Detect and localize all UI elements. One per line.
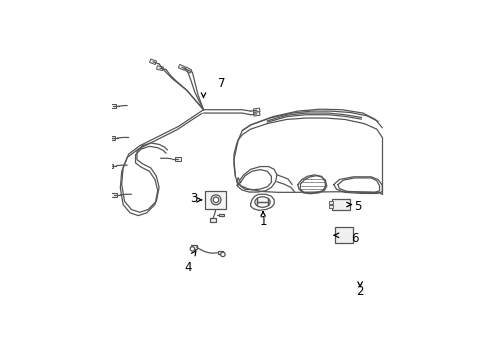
Text: 6: 6 — [350, 232, 358, 245]
Circle shape — [213, 197, 218, 203]
Bar — [209, 218, 215, 221]
Bar — [328, 204, 332, 208]
Text: 2: 2 — [356, 285, 363, 298]
Bar — [205, 191, 226, 209]
Bar — [156, 66, 163, 71]
Bar — [110, 104, 116, 108]
Bar — [191, 245, 196, 249]
Bar — [334, 227, 352, 243]
Bar — [107, 164, 113, 167]
Circle shape — [210, 195, 221, 205]
Bar — [328, 201, 332, 204]
Bar — [174, 157, 181, 161]
Bar — [253, 108, 260, 112]
Ellipse shape — [254, 197, 269, 207]
Bar — [253, 112, 260, 116]
Text: 1: 1 — [259, 216, 266, 229]
Circle shape — [220, 252, 224, 257]
Text: 5: 5 — [353, 200, 360, 213]
Text: 7: 7 — [217, 77, 225, 90]
Bar — [149, 59, 156, 64]
Bar — [108, 136, 114, 140]
Text: 4: 4 — [184, 261, 192, 274]
Circle shape — [190, 247, 194, 251]
Bar — [332, 199, 350, 210]
Text: 3: 3 — [190, 192, 197, 205]
Bar — [184, 67, 191, 73]
Bar — [178, 64, 185, 70]
Bar — [111, 193, 117, 197]
Bar — [219, 214, 224, 216]
Bar — [217, 251, 222, 255]
